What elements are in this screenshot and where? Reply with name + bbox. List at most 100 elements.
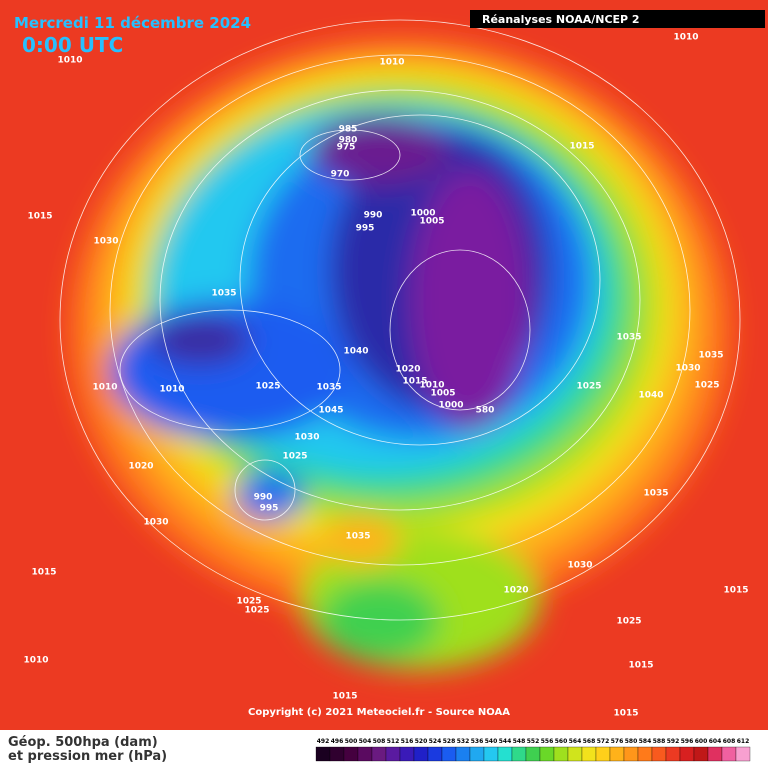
isobar-label: 975 <box>337 143 356 153</box>
colorbar-swatch <box>623 746 639 762</box>
colorbar-tick-label: 600 <box>695 738 708 745</box>
colorbar-tick-label: 560 <box>555 738 568 745</box>
colorbar-tick-label: 496 <box>331 738 344 745</box>
colorbar-tick-label: 512 <box>387 738 400 745</box>
source: Réanalyses NOAA/NCEP 2 <box>482 13 640 26</box>
isobar-label: 1000 <box>410 209 435 219</box>
isobar-label: 980 <box>339 136 358 146</box>
isobar-label: 1025 <box>244 606 269 616</box>
isobar-label: 1025 <box>236 597 261 607</box>
legend-line: et pression mer (hPa) <box>8 749 167 764</box>
time: 0:00 UTC <box>22 33 123 57</box>
isobar-label: 990 <box>254 493 273 503</box>
colorbar-tick-label: 500 <box>345 738 358 745</box>
colorbar-swatch <box>539 746 555 762</box>
isobar-label: 1010 <box>92 383 117 393</box>
colorbar-swatch <box>385 746 401 762</box>
isobar-label: 1025 <box>616 617 641 627</box>
colorbar-swatch <box>609 746 625 762</box>
colorbar-swatch <box>469 746 485 762</box>
isobar-label: 1000 <box>438 401 463 411</box>
colorbar-swatch <box>357 746 373 762</box>
isobar-label: 1015 <box>613 709 638 719</box>
isobar-label: 1025 <box>255 382 280 392</box>
isobar-label: 1015 <box>569 142 594 152</box>
colorbar-swatch <box>511 746 527 762</box>
isobar-label: 985 <box>339 125 358 135</box>
date: Mercredi 11 décembre 2024 <box>14 14 251 32</box>
colorbar-swatch <box>665 746 681 762</box>
colorbar-swatch <box>581 746 597 762</box>
colorbar-swatch <box>693 746 709 762</box>
colorbar-tick-label: 520 <box>415 738 428 745</box>
colorbar-swatch <box>595 746 611 762</box>
isobar-label: 1025 <box>576 382 601 392</box>
colorbar-swatch <box>427 746 443 762</box>
isobar-label: 1010 <box>379 58 404 68</box>
colorbar-tick-label: 524 <box>429 738 442 745</box>
isobar-label: 970 <box>331 170 350 180</box>
colorbar-tick-label: 552 <box>527 738 540 745</box>
colorbar-swatch <box>497 746 513 762</box>
colorbar-tick-label: 556 <box>541 738 554 745</box>
isobar-label: 1035 <box>643 489 668 499</box>
isobar-label: 1010 <box>419 381 444 391</box>
isobar-label: 1020 <box>395 365 420 375</box>
colorbar-tick-label: 588 <box>653 738 666 745</box>
colorbar-tick-label: 572 <box>597 738 610 745</box>
colorbar-swatch <box>651 746 667 762</box>
isobar-label: 995 <box>356 224 375 234</box>
isobar-label: 1035 <box>616 333 641 343</box>
isobar-label: 1025 <box>694 381 719 391</box>
isobar-label: 1030 <box>675 364 700 374</box>
colorbar-tick-label: 596 <box>681 738 694 745</box>
colorbar-swatch <box>525 746 541 762</box>
colorbar-tick-label: 532 <box>457 738 470 745</box>
colorbar-swatch <box>441 746 457 762</box>
isobar-label: 1040 <box>343 347 368 357</box>
colorbar-swatch <box>343 746 359 762</box>
colorbar-tick-label: 584 <box>639 738 652 745</box>
isobar-label: 1015 <box>402 377 427 387</box>
legend-line: Géop. 500hpa (dam) <box>8 735 158 750</box>
colorbar-swatch <box>707 746 723 762</box>
isobar-label: 1010 <box>159 385 184 395</box>
colorbar-tick-label: 568 <box>583 738 596 745</box>
colorbar-swatch <box>553 746 569 762</box>
colorbar-swatch <box>721 746 737 762</box>
isobar-label: 1015 <box>723 586 748 596</box>
colorbar-swatch <box>315 746 331 762</box>
colorbar-swatch <box>679 746 695 762</box>
colorbar-tick-label: 516 <box>401 738 414 745</box>
isobar-label: 1015 <box>628 661 653 671</box>
colorbar-swatch <box>483 746 499 762</box>
source-box <box>470 10 765 28</box>
colorbar-tick-label: 580 <box>625 738 638 745</box>
colorbar-tick-label: 504 <box>359 738 372 745</box>
isobar-label: 1020 <box>128 462 153 472</box>
colorbar-tick-label: 564 <box>569 738 582 745</box>
isobar-label: 1030 <box>143 518 168 528</box>
isobar-label: 1025 <box>282 452 307 462</box>
colorbar-tick-label: 608 <box>723 738 736 745</box>
colorbar-swatch <box>329 746 345 762</box>
isobar-label: 1010 <box>23 656 48 666</box>
isobar-label: 1015 <box>27 212 52 222</box>
colorbar-tick-label: 508 <box>373 738 386 745</box>
isobar-label: 1010 <box>57 56 82 66</box>
isobar-label: 990 <box>364 211 383 221</box>
isobar-label: 995 <box>260 504 279 514</box>
isobar-label: 1045 <box>318 406 343 416</box>
colorbar-swatch <box>567 746 583 762</box>
colorbar-swatch <box>735 746 751 762</box>
isobar-label: 1035 <box>698 351 723 361</box>
isobar-label: 1005 <box>430 389 455 399</box>
copyright: Copyright (c) 2021 Meteociel.fr - Source… <box>248 707 510 718</box>
colorbar-tick-label: 544 <box>499 738 512 745</box>
colorbar-tick-label: 540 <box>485 738 498 745</box>
colorbar-tick-label: 548 <box>513 738 526 745</box>
isobar-label: 1020 <box>503 586 528 596</box>
isobar-label: 1010 <box>673 33 698 43</box>
